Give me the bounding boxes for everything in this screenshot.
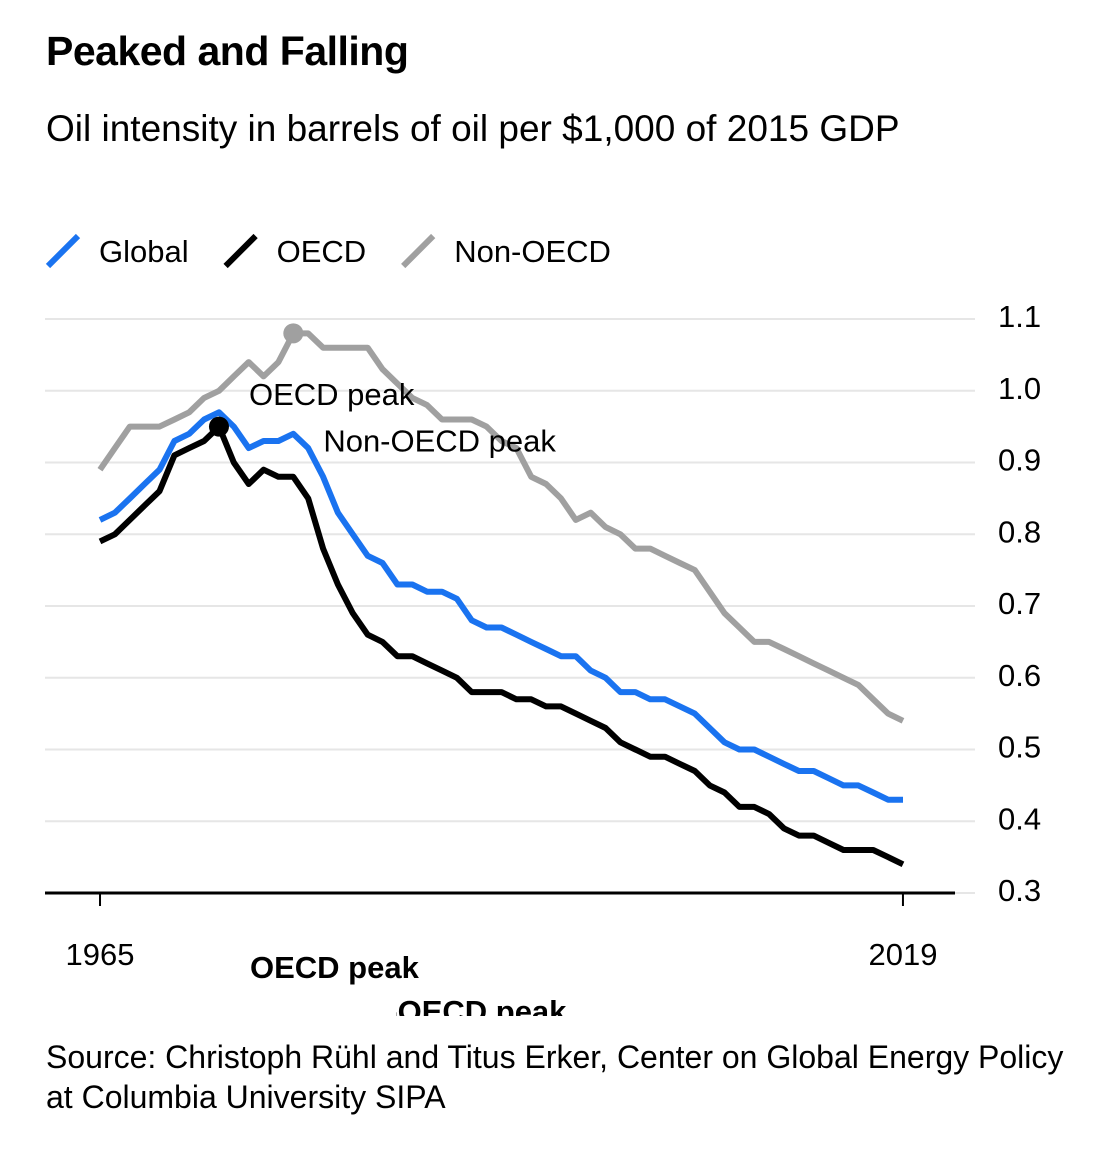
chart-subtitle: Oil intensity in barrels of oil per $1,0… xyxy=(46,108,900,149)
y-tick-label: 0.6 xyxy=(998,658,1041,693)
y-tick-label: 0.9 xyxy=(998,443,1041,478)
annotation-label: Non-OECD peak xyxy=(323,424,556,459)
peak-marker xyxy=(283,323,304,344)
annotation-label: OECD peak xyxy=(249,377,415,412)
x-tick-label: 2019 xyxy=(868,937,937,972)
legend-swatch xyxy=(45,233,81,269)
series-line xyxy=(97,330,905,724)
series-line xyxy=(98,409,903,803)
annotation-ghost-group: Non-OECD peak xyxy=(327,994,567,1029)
y-tick-label: 0.8 xyxy=(998,514,1041,549)
legend-swatch xyxy=(223,233,258,269)
annotation-ghost: Non-OECD peak xyxy=(327,994,567,1029)
chart-title: Peaked and Falling xyxy=(46,28,409,74)
y-tick-label: 0.3 xyxy=(998,873,1041,908)
y-tick-label: 1.0 xyxy=(998,371,1041,406)
y-tick-label: 0.5 xyxy=(998,730,1041,765)
series-line xyxy=(98,423,905,868)
legend-label: Global xyxy=(99,234,189,269)
legend-label: Non-OECD xyxy=(454,234,611,269)
x-tick-label: 1965 xyxy=(66,937,135,972)
y-tick-label: 0.7 xyxy=(998,586,1041,621)
y-tick-label: 1.1 xyxy=(998,299,1041,334)
chart-source: Source: Christoph Rühl and Titus Erker, … xyxy=(46,1039,1064,1115)
annotation-ghost: OECD peak xyxy=(250,950,420,985)
peak-marker xyxy=(208,416,229,437)
annotation-ghost-group: OECD peak xyxy=(250,950,420,985)
y-tick-label: 0.4 xyxy=(998,801,1041,836)
legend-label: OECD xyxy=(277,234,367,269)
legend-swatch xyxy=(401,233,436,269)
